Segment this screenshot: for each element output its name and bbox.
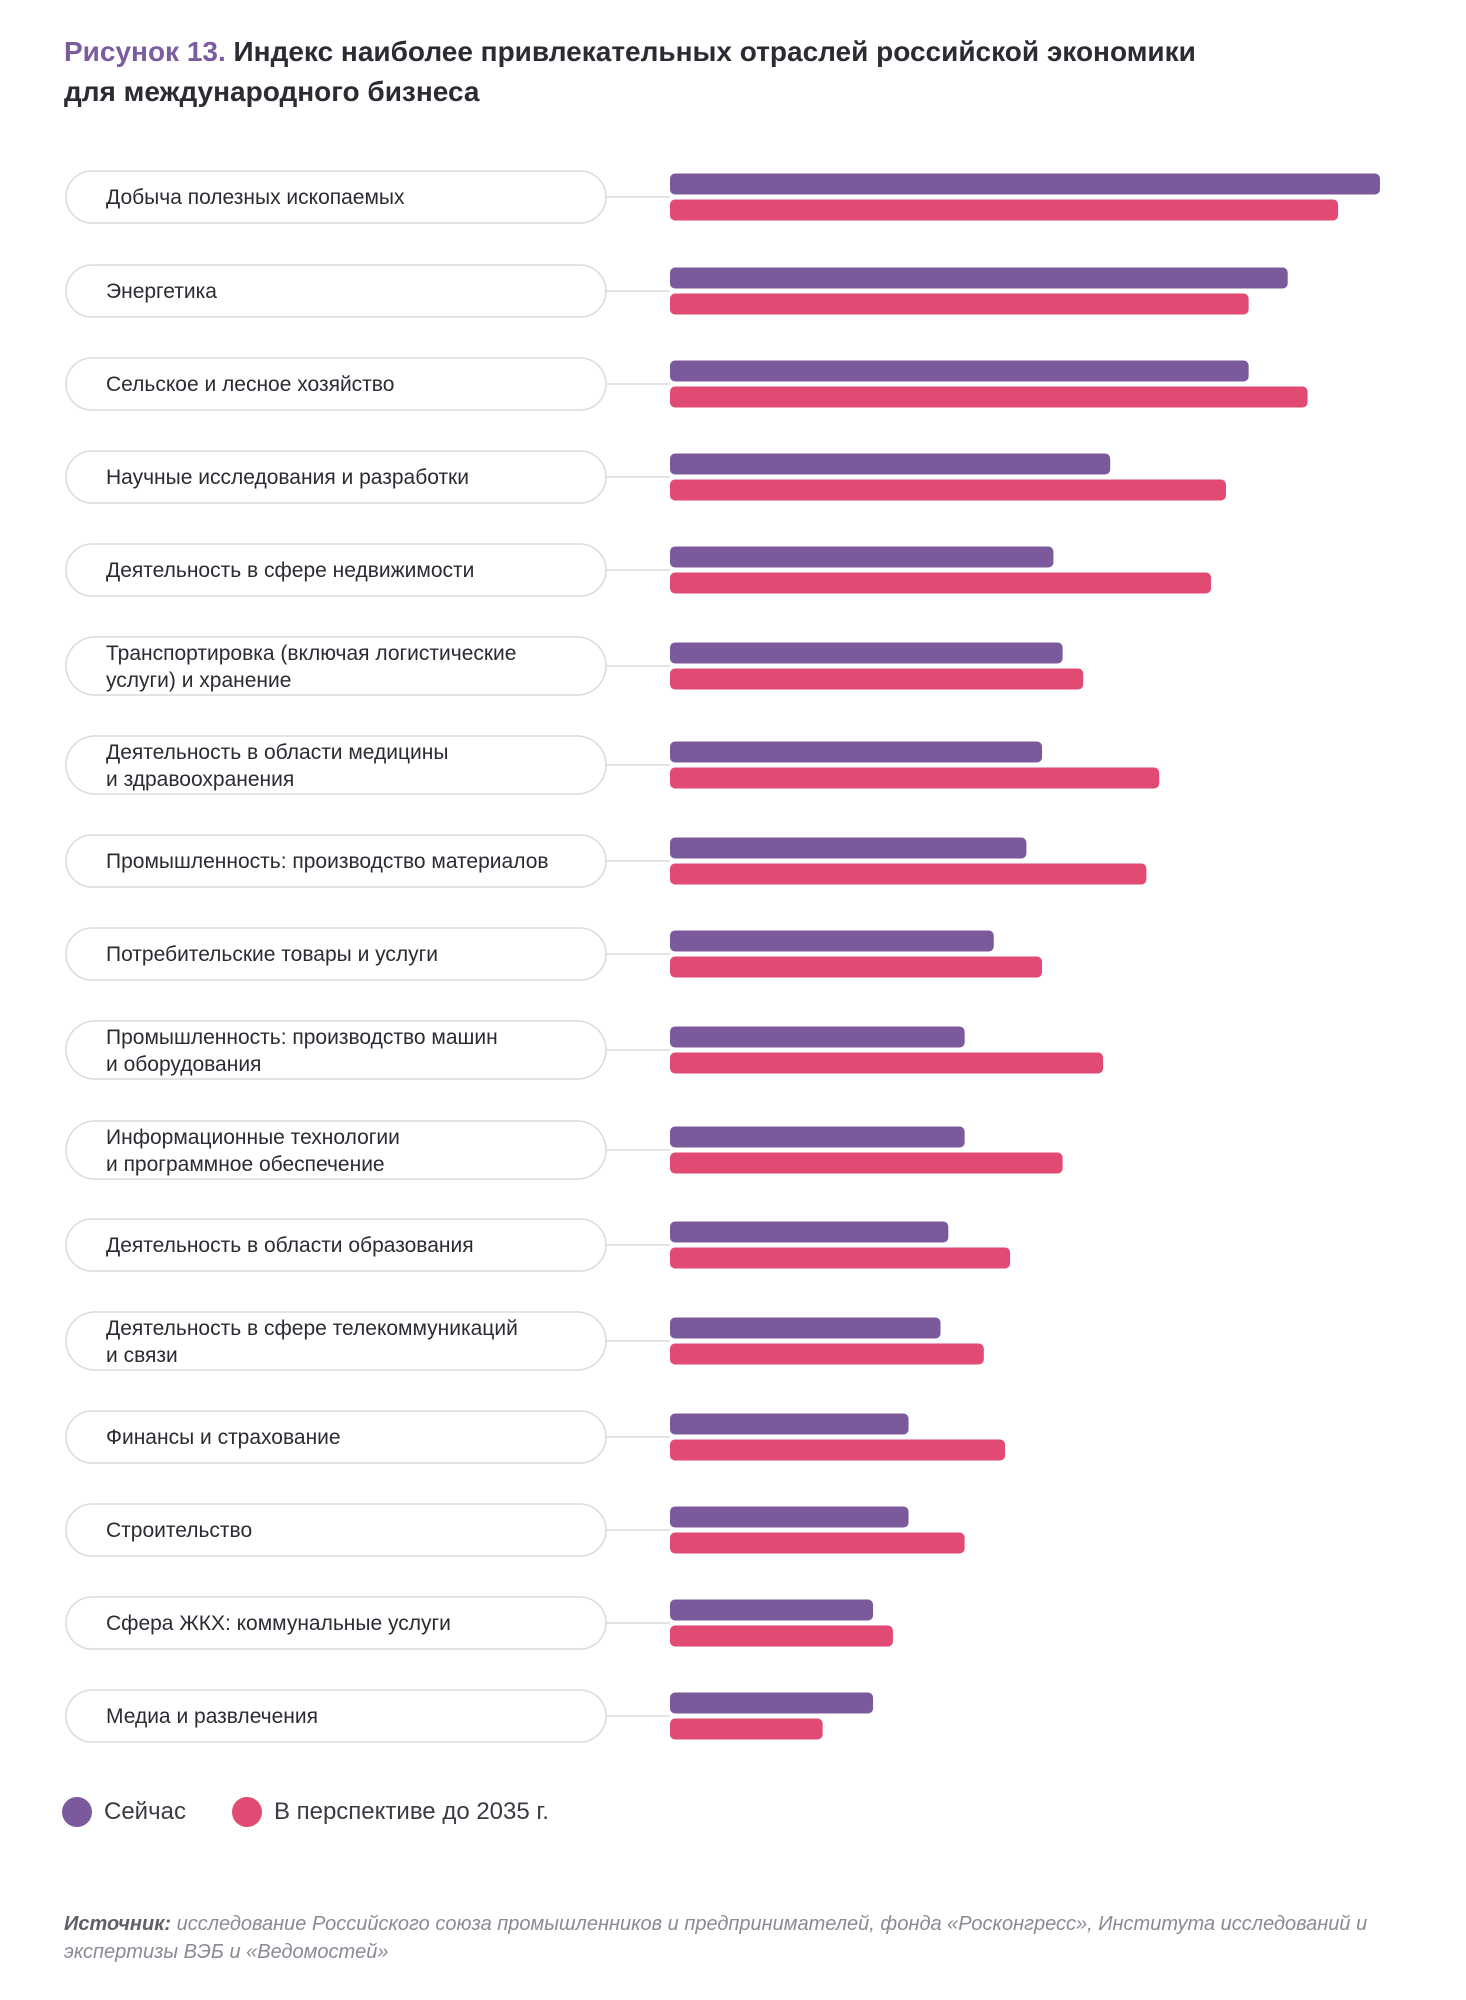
legend-item-now: Сейчас — [62, 1797, 186, 1827]
category-label: Потребительские товары и услуги — [106, 943, 438, 966]
category-label-line: Строительство — [106, 1519, 252, 1542]
bar-now — [670, 1026, 965, 1048]
bar-now — [670, 1506, 909, 1528]
legend-label-now: Сейчас — [104, 1798, 186, 1825]
category-label: Информационные технологии и программное о… — [106, 1126, 400, 1176]
bar-future — [670, 956, 1043, 978]
bar-now — [670, 1317, 941, 1339]
title-text-line2: для международного бизнеса — [64, 76, 480, 107]
category-label: Энергетика — [106, 280, 217, 303]
category-label-line: Транспортировка (включая логистические — [106, 642, 516, 665]
category-label-line: и программное обеспечение — [106, 1153, 385, 1176]
source-note: Источник: исследование Российского союза… — [64, 1910, 1404, 1966]
category-label-line: Медиа и развлечения — [106, 1705, 318, 1728]
source-text: исследование Российского союза промышлен… — [64, 1913, 1368, 1963]
bar-future — [670, 1343, 984, 1365]
bar-future — [670, 1718, 823, 1740]
category-label-line: Финансы и страхование — [106, 1426, 341, 1449]
bar-now — [670, 642, 1063, 664]
category-label-line: Научные исследования и разработки — [106, 466, 469, 489]
source-label: Источник: — [64, 1913, 172, 1935]
category-label: Медиа и развлечения — [106, 1705, 318, 1728]
category-label-line: Деятельность в области медицины — [106, 741, 448, 764]
legend-item-future: В перспективе до 2035 г. — [231, 1797, 549, 1827]
category-label: Деятельность в области образования — [106, 1234, 474, 1257]
figure-number: Рисунок 13. — [64, 36, 226, 67]
category-label-line: Промышленность: производство материалов — [106, 850, 549, 873]
bar-future — [670, 668, 1084, 690]
bar-future — [670, 1439, 1006, 1461]
bar-now — [670, 453, 1111, 475]
chart-title: Рисунок 13. Индекс наиболее привлекатель… — [64, 32, 1404, 112]
category-label: Сельское и лесное хозяйство — [106, 373, 394, 396]
legend-swatch-now — [62, 1797, 92, 1827]
bar-now — [670, 1413, 909, 1435]
category-label: Добыча полезных ископаемых — [106, 186, 405, 209]
category-label-line: Сельское и лесное хозяйство — [106, 373, 394, 396]
bar-future — [670, 572, 1212, 594]
category-label-line: Информационные технологии — [106, 1126, 400, 1149]
category-label: Научные исследования и разработки — [106, 466, 469, 489]
bar-future — [670, 1247, 1011, 1269]
category-label-line: Добыча полезных ископаемых — [106, 186, 405, 209]
bar-now — [670, 360, 1249, 382]
category-label: Промышленность: производство материалов — [106, 850, 549, 873]
bar-future — [670, 1152, 1063, 1174]
bar-now — [670, 1692, 874, 1714]
bar-future — [670, 293, 1249, 315]
category-label-line: услуги) и хранение — [106, 669, 291, 692]
bar-now — [670, 173, 1380, 195]
legend: Сейчас В перспективе до 2035 г. — [62, 1792, 595, 1832]
legend-label-future: В перспективе до 2035 г. — [273, 1798, 549, 1825]
bar-future — [670, 386, 1308, 408]
category-label-line: Промышленность: производство машин — [106, 1026, 498, 1049]
category-label: Деятельность в области медицины и здравоо… — [106, 741, 448, 791]
category-label: Промышленность: производство машин и обор… — [106, 1026, 498, 1076]
category-label: Деятельность в сфере телекоммуникаций и с… — [106, 1317, 518, 1367]
bar-future — [670, 1532, 965, 1554]
category-label: Сфера ЖКХ: коммунальные услуги — [106, 1612, 451, 1635]
category-label-line: и здравоохранения — [106, 768, 294, 791]
bar-future — [670, 1052, 1104, 1074]
category-label-line: Деятельность в сфере телекоммуникаций — [106, 1317, 518, 1340]
category-label-line: Энергетика — [106, 280, 217, 303]
bar-future — [670, 479, 1226, 501]
category-label-line: и оборудования — [106, 1053, 261, 1076]
bar-now — [670, 546, 1054, 568]
category-label: Строительство — [106, 1519, 252, 1542]
bar-future — [670, 767, 1160, 789]
bar-now — [670, 1599, 874, 1621]
title-text: Индекс наиболее привлекательных отраслей… — [233, 36, 1196, 67]
bar-future — [670, 1625, 893, 1647]
category-label-line: Деятельность в сфере недвижимости — [106, 559, 474, 582]
category-label-line: и связи — [106, 1344, 178, 1367]
category-label-line: Сфера ЖКХ: коммунальные услуги — [106, 1612, 451, 1635]
bar-future — [670, 863, 1147, 885]
bar-now — [670, 837, 1027, 859]
category-label-line: Потребительские товары и услуги — [106, 943, 438, 966]
bar-now — [670, 267, 1288, 289]
legend-swatch-future — [231, 1797, 262, 1827]
bar-now — [670, 930, 994, 952]
category-label-line: Деятельность в области образования — [106, 1234, 474, 1257]
category-label: Деятельность в сфере недвижимости — [106, 559, 474, 582]
bar-now — [670, 1126, 965, 1148]
bar-future — [670, 199, 1339, 221]
category-label: Транспортировка (включая логистические ус… — [106, 642, 516, 692]
bar-now — [670, 1221, 949, 1243]
category-label: Финансы и страхование — [106, 1426, 341, 1449]
bar-now — [670, 741, 1043, 763]
